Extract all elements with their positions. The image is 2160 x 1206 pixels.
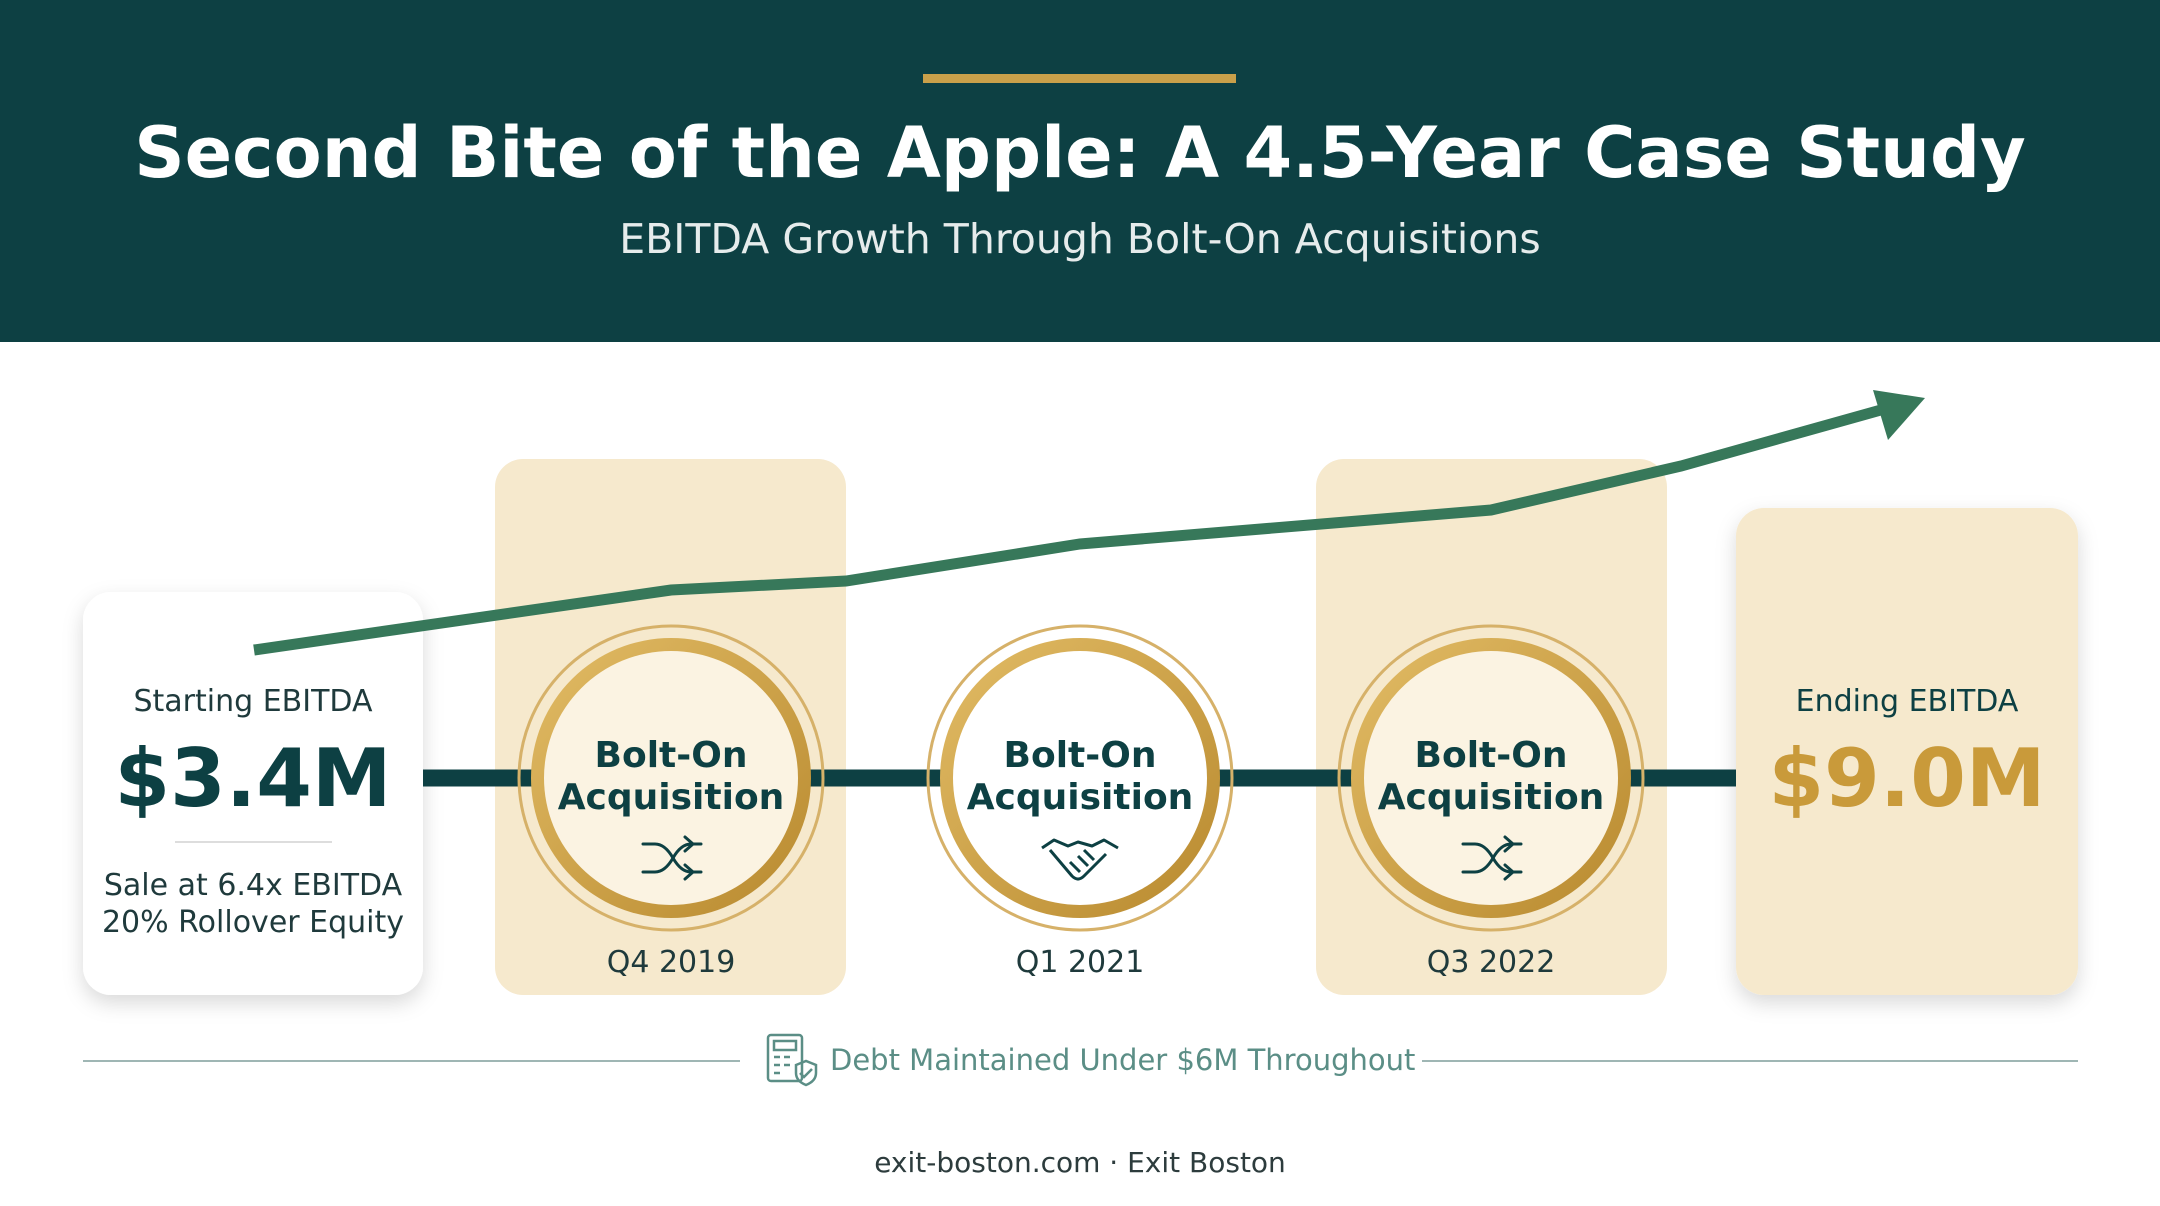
milestone-circles: [517, 624, 1645, 932]
subtitle: EBITDA Growth Through Bolt-On Acquisitio…: [619, 215, 1541, 263]
milestone-date: Q4 2019: [606, 945, 736, 980]
end-label: Ending EBITDA: [1795, 684, 2019, 719]
header: Second Bite of the Apple: A 4.5-Year Cas…: [0, 0, 2160, 342]
milestone-label: Bolt-On Acquisition: [1377, 735, 1605, 818]
accent-bar: [923, 74, 1236, 83]
growth-arrow: [253, 390, 1925, 656]
footer: exit-boston.com · Exit Boston: [874, 1146, 1286, 1179]
shuffle-icon: [641, 835, 703, 881]
calculator-icon: [766, 1033, 818, 1087]
milestone-date: Q1 2021: [1015, 945, 1145, 980]
start-detail: 20% Rollover Equity: [101, 905, 405, 940]
start-label: Starting EBITDA: [133, 684, 373, 719]
milestone-date: Q3 2022: [1426, 945, 1556, 980]
end-card: [1736, 508, 2078, 995]
start-card: [83, 592, 423, 995]
title: Second Bite of the Apple: A 4.5-Year Cas…: [134, 112, 2026, 194]
milestone-label: Bolt-On Acquisition: [557, 735, 785, 818]
start-value: $3.4M: [114, 732, 392, 825]
shuffle-icon: [1461, 835, 1523, 881]
end-value: $9.0M: [1768, 732, 2046, 825]
milestone-label: Bolt-On Acquisition: [966, 735, 1194, 818]
handshake-icon: [1041, 838, 1119, 881]
start-detail: Sale at 6.4x EBITDA: [103, 868, 403, 903]
note: Debt Maintained Under $6M Throughout: [830, 1043, 1416, 1077]
